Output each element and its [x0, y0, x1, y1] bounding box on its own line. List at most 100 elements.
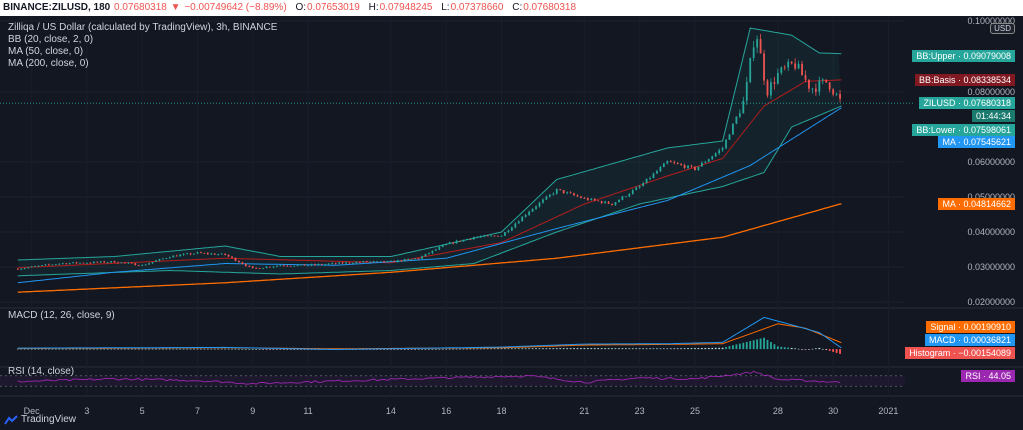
price-change: −0.00749642 (−8.89%): [184, 2, 287, 13]
candle-body: [593, 198, 596, 201]
macd-histogram-bar: [421, 349, 423, 350]
macd-histogram-bar: [604, 348, 607, 350]
candle-body: [697, 166, 700, 171]
countdown-tag: 01:44:34: [971, 110, 1015, 122]
candle-body: [535, 206, 537, 209]
candle-body: [410, 258, 413, 260]
macd-histogram-bar: [455, 348, 458, 350]
candle-body: [614, 202, 617, 205]
candle-body: [718, 150, 721, 154]
candle-body: [497, 235, 499, 237]
y-tick-label: 0.04000000: [967, 227, 1015, 237]
macd-histogram-bar: [23, 348, 26, 350]
macd-histogram-bar: [656, 348, 658, 350]
macd-histogram-bar: [417, 349, 420, 350]
candle-body: [279, 265, 282, 267]
macd-histogram-bar: [687, 348, 689, 350]
macd-histogram-bar: [839, 349, 841, 354]
candle-body: [148, 263, 150, 265]
macd-histogram-bar: [434, 348, 437, 350]
candle-body: [576, 195, 579, 197]
macd-histogram-bar: [103, 348, 106, 350]
tradingview-logo[interactable]: TradingView: [4, 414, 76, 425]
macd-histogram-bar: [407, 349, 410, 350]
candle-body: [272, 266, 275, 268]
macd-histogram-bar: [393, 349, 396, 350]
candle-body: [552, 193, 555, 195]
macd-histogram-bar: [517, 348, 520, 350]
legend-rsi[interactable]: RSI (14, close): [8, 366, 75, 377]
last-price: 0.07680318: [114, 2, 167, 13]
candle-body: [41, 265, 43, 266]
candle-body: [756, 39, 759, 48]
candle-body: [251, 266, 254, 268]
candle-body: [649, 177, 651, 179]
macd-histogram-bar: [168, 348, 171, 350]
macd-histogram-bar: [559, 348, 562, 350]
macd-histogram-bar: [538, 348, 541, 350]
macd-histogram-bar: [835, 349, 838, 353]
candle-body: [317, 264, 320, 265]
legend-ma200[interactable]: MA (200, close, 0): [8, 58, 89, 69]
candle-body: [220, 253, 223, 255]
macd-histogram-bar: [441, 348, 444, 350]
candle-body: [738, 113, 741, 117]
candle-body: [580, 196, 582, 198]
x-tick-label: Dec: [24, 406, 41, 416]
macd-histogram-bar: [203, 348, 206, 350]
macd-histogram-bar: [593, 348, 596, 350]
legend-ma50[interactable]: MA (50, close, 0): [8, 46, 84, 57]
macd-histogram-bar: [376, 349, 379, 350]
macd-histogram-bar: [652, 348, 655, 350]
macd-histogram-bar: [694, 348, 696, 350]
macd-histogram-bar: [745, 341, 748, 350]
ma50-tag: MA · 0.07545621: [938, 136, 1015, 148]
currency-badge[interactable]: USD: [990, 23, 1015, 34]
candle-body: [241, 262, 244, 264]
macd-histogram-bar: [403, 349, 406, 350]
symbol-name: BINANCE:ZILUSD, 180: [3, 2, 111, 13]
candle-body: [721, 148, 724, 151]
macd-histogram-bar: [300, 349, 303, 350]
candle-body: [711, 156, 714, 160]
candle-body: [766, 80, 769, 96]
candle-body: [732, 123, 734, 135]
open-label: O:: [295, 2, 306, 13]
candle-body: [604, 201, 607, 204]
candle-body: [808, 79, 810, 89]
ma200-tag: MA · 0.04814662: [938, 198, 1015, 210]
candle-body: [514, 223, 517, 228]
macd-histogram-bar: [659, 348, 662, 350]
macd-histogram-bar: [531, 348, 534, 350]
macd-histogram-bar: [500, 348, 503, 350]
macd-histogram-bar: [749, 341, 752, 350]
candle-body: [707, 159, 710, 162]
legend-bb[interactable]: BB (20, close, 2, 0): [8, 34, 94, 45]
candle-body: [265, 266, 268, 269]
macd-histogram-bar: [445, 348, 448, 350]
candle-body: [828, 82, 831, 90]
candle-body: [162, 258, 164, 260]
macd-histogram-bar: [127, 348, 130, 350]
candle-body: [124, 262, 126, 264]
candle-body: [504, 232, 506, 236]
macd-histogram-bar: [189, 348, 192, 350]
macd-histogram-bar: [137, 348, 140, 350]
macd-histogram-bar: [735, 344, 738, 350]
legend-macd[interactable]: MACD (12, 26, close, 9): [8, 310, 115, 321]
candle-body: [783, 67, 786, 69]
macd-histogram-bar: [448, 348, 451, 350]
candle-body: [835, 93, 838, 95]
macd-histogram-bar: [676, 348, 679, 350]
candle-body: [58, 263, 61, 265]
macd-histogram-bar: [231, 348, 233, 350]
candle-body: [797, 63, 800, 69]
candle-body: [379, 260, 382, 262]
macd-histogram-bar: [227, 348, 230, 350]
macd-histogram-bar: [542, 348, 544, 350]
macd-histogram-bar: [521, 348, 524, 350]
macd-histogram-bar: [597, 348, 600, 350]
macd-histogram-bar: [808, 349, 810, 350]
candle-body: [151, 261, 154, 264]
price-chart[interactable]: 0.10000000 0.08000000 0.06000000 0.05000000…: [0, 16, 1023, 430]
